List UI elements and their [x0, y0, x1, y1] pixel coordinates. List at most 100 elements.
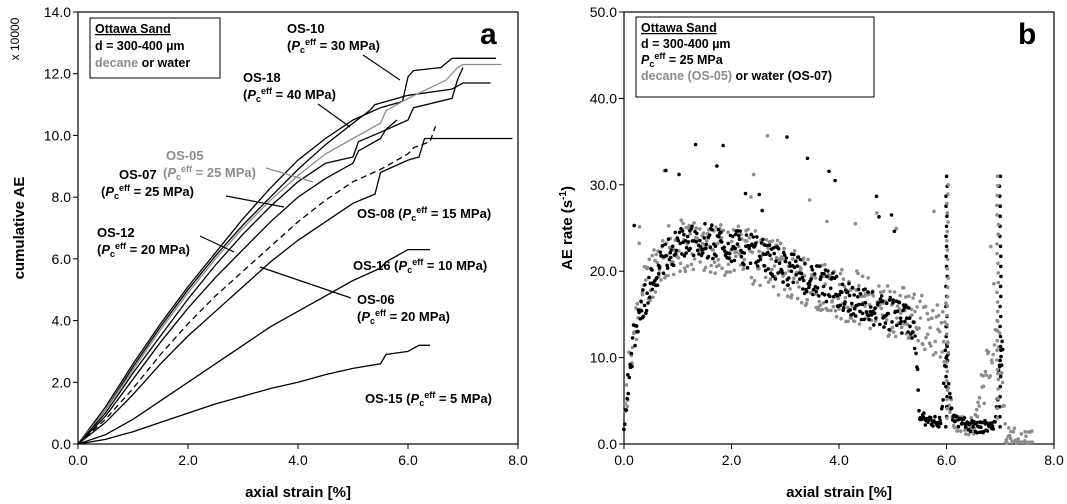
scatter-point [715, 241, 720, 246]
scatter-point [673, 252, 678, 256]
y-tick-label-a: 4.0 [52, 313, 72, 329]
scatter-point [910, 336, 914, 340]
scatter-point [866, 313, 871, 318]
scatter-point [885, 318, 889, 322]
scatter-point [702, 268, 706, 273]
scatter-point [875, 211, 879, 215]
scatter-point [858, 292, 863, 296]
scatter-point [673, 230, 678, 235]
scatter-point [1007, 433, 1012, 438]
scatter-point [917, 326, 921, 331]
x-tick-label-a: 2.0 [178, 452, 198, 468]
scatter-point [866, 290, 870, 294]
scatter-point [946, 220, 950, 224]
scatter-point [983, 369, 988, 374]
scatter-point [945, 397, 949, 402]
scatter-point [771, 284, 776, 289]
scatter-point [738, 229, 742, 233]
scatter-point [945, 313, 949, 318]
scatter-point [923, 423, 928, 427]
scatter-point [850, 301, 854, 306]
scatter-point [886, 311, 891, 316]
scatter-point [996, 396, 1000, 401]
scatter-point [911, 296, 915, 300]
scatter-point [948, 391, 952, 396]
scatter-point [625, 404, 630, 409]
scatter-point [762, 263, 766, 268]
scatter-point [782, 287, 787, 292]
scatter-point [803, 262, 807, 266]
scatter-point [737, 237, 742, 241]
scatter-point [653, 290, 658, 294]
scatter-point [713, 244, 718, 249]
scatter-point [798, 257, 803, 262]
scatter-point [637, 225, 642, 229]
scatter-point [941, 310, 945, 314]
ann-os07-label: OS-07 [119, 167, 157, 182]
ann-os05-pc: (Pceff = 25 MPa) [163, 164, 256, 182]
scatter-point [706, 254, 711, 259]
scatter-point [744, 233, 749, 237]
scatter-point [999, 254, 1003, 259]
scatter-point [646, 301, 650, 305]
scatter-point [923, 304, 928, 309]
scatter-point [1000, 371, 1004, 375]
scatter-point [686, 240, 691, 244]
scatter-point [998, 174, 1003, 178]
scatter-point [758, 257, 763, 262]
scatter-point [796, 255, 801, 259]
scatter-point [744, 239, 749, 243]
scatter-point [945, 239, 949, 243]
scatter-point [991, 352, 996, 357]
scatter-point [817, 264, 822, 269]
scatter-point [945, 406, 949, 411]
scatter-point [717, 235, 721, 239]
scatter-point [944, 224, 949, 229]
legend-b-fluid: decane (OS-05) or water (OS-07) [641, 69, 832, 83]
scatter-point [873, 319, 878, 323]
scatter-point [770, 239, 775, 243]
scatter-point [834, 274, 839, 279]
scatter-point [913, 309, 917, 314]
scatter-point [707, 233, 712, 237]
scatter-point [943, 320, 947, 324]
scatter-point [998, 358, 1002, 363]
scatter-point [726, 262, 731, 267]
scatter-point [694, 226, 698, 230]
scatter-point [759, 241, 764, 245]
legend-b-material: Ottawa Sand [641, 21, 717, 35]
scatter-point [781, 250, 786, 255]
scatter-point [905, 322, 910, 327]
scatter-point [995, 184, 1000, 188]
scatter-point [945, 416, 949, 420]
scatter-point [818, 303, 822, 308]
scatter-point [985, 421, 989, 425]
scatter-point [999, 274, 1003, 279]
scatter-point [828, 286, 833, 291]
ann-os06-pc: (Pceff = 20 MPa) [357, 308, 450, 326]
scatter-point [926, 317, 931, 322]
scatter-point [880, 299, 885, 303]
y-multiplier-label: x 10000 [8, 17, 22, 60]
scatter-point [945, 323, 949, 327]
scatter-point [765, 134, 770, 138]
x-axis-label-b: axial strain [%] [786, 484, 892, 501]
scatter-point [887, 333, 891, 337]
scatter-point [757, 192, 762, 197]
scatter-point [764, 238, 769, 242]
scatter-point [825, 219, 829, 224]
scatter-point [650, 253, 654, 258]
scatter-point [704, 242, 709, 247]
scatter-point [812, 272, 817, 276]
scatter-point [878, 290, 883, 295]
scatter-point [904, 316, 909, 321]
scatter-point [916, 388, 920, 392]
scatter-point [899, 319, 903, 324]
scatter-point [625, 396, 629, 401]
scatter-point [995, 242, 999, 246]
scatter-point [989, 244, 993, 249]
scatter-point [877, 215, 881, 219]
scatter-point [998, 334, 1003, 339]
scatter-point [715, 164, 719, 168]
scatter-point [664, 168, 668, 173]
